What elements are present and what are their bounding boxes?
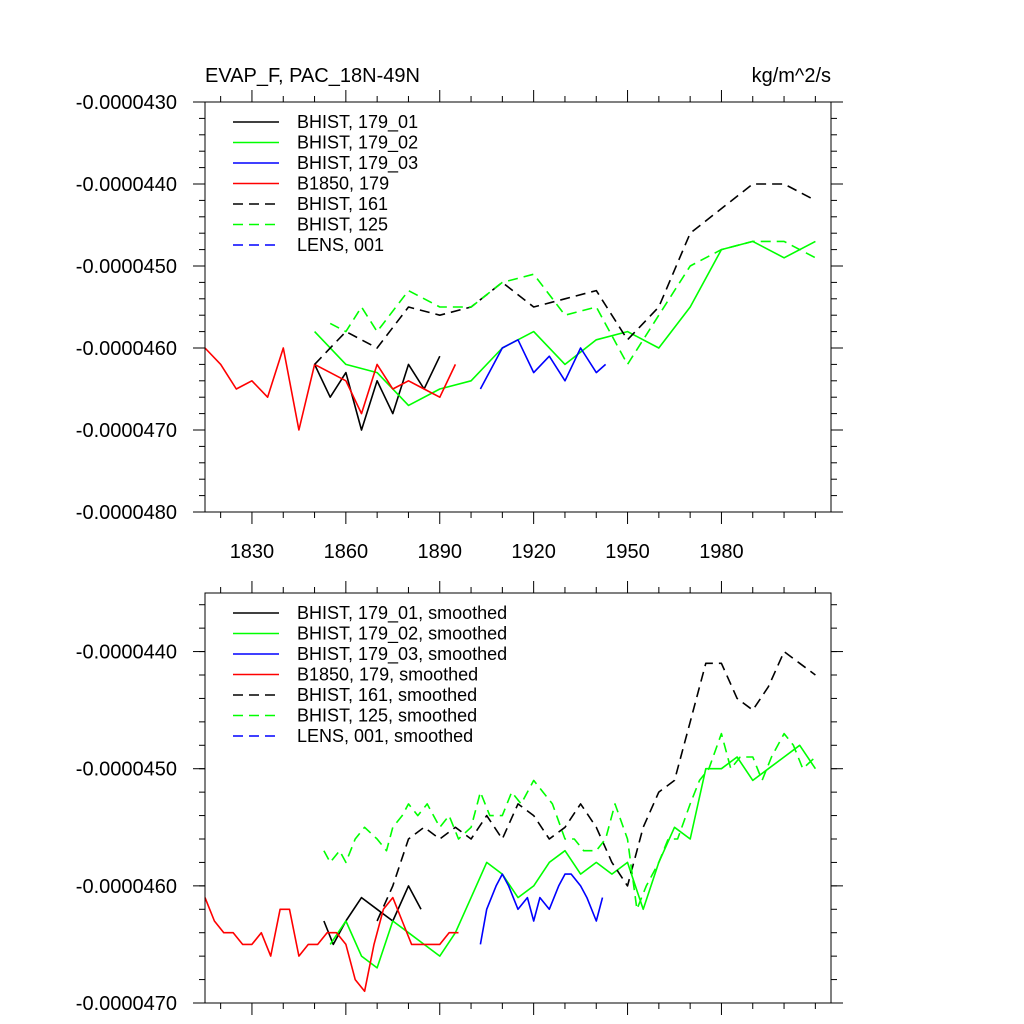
chart-bottom-series-3-line: [204, 896, 459, 993]
chart-bottom-series-0-line: [323, 885, 422, 946]
chart-top-xtick-label-2: 1890: [418, 541, 463, 563]
chart-top-xtick-label-1: 1860: [324, 541, 369, 563]
chart-bottom-legend-label-5: BHIST, 125, smoothed: [297, 706, 477, 726]
chart-top-units-label: kg/m^2/s: [752, 65, 831, 87]
chart-bottom-ytick-label-1: -0.0000450: [76, 759, 177, 781]
chart-bottom-series-layer: [204, 650, 817, 993]
chart-bottom-series-2-line: [479, 873, 604, 945]
chart-top-title: EVAP_F, PAC_18N-49N: [205, 65, 420, 87]
chart-top-series-2-line: [479, 338, 607, 390]
chart-bottom: -0.0000440 -0.0000450 -0.0000460 -0.0000470…: [76, 581, 843, 1015]
chart-top-xtick-label-4: 1950: [605, 541, 650, 563]
chart-top-xtick-label-3: 1920: [511, 541, 556, 563]
chart-top-ytick-label-4: -0.0000470: [76, 420, 177, 442]
chart-bottom-axes: -0.0000440 -0.0000450 -0.0000460 -0.0000470: [76, 581, 843, 1015]
chart-bottom-ytick-label-0: -0.0000440: [76, 642, 177, 664]
chart-bottom-frame: [204, 592, 832, 1004]
chart-bottom-legend-label-4: BHIST, 161, smoothed: [297, 685, 477, 705]
chart-top-ytick-label-3: -0.0000460: [76, 338, 177, 360]
chart-bottom-series-4-line: [376, 650, 816, 922]
chart-top-series-4-line: [314, 183, 816, 365]
chart-bottom-legend-label-1: BHIST, 179_02, smoothed: [297, 624, 507, 645]
chart-bottom-legend-label-2: BHIST, 179_03, smoothed: [297, 644, 507, 665]
chart-top-legend-label-4: BHIST, 161: [297, 194, 388, 214]
chart-top-xtick-label-0: 1830: [230, 541, 275, 563]
chart-top-series-0-line: [313, 355, 441, 431]
chart-top-legend-label-2: BHIST, 179_03: [297, 153, 418, 174]
chart-top-ytick-label-0: -0.0000430: [76, 92, 177, 114]
chart-top-axes: 1830 1860 1890 1920 1950 1980 -0.0000430 -0.000…: [76, 90, 843, 563]
chart-top-series-layer: [204, 183, 816, 431]
chart-top-legend-label-3: B1850, 179: [297, 174, 389, 194]
chart-top-legend-label-0: BHIST, 179_01: [297, 112, 418, 133]
chart-top: 1830 1860 1890 1920 1950 1980 -0.0000430 -0.000…: [76, 65, 843, 563]
chart-bottom-legend-label-6: LENS, 001, smoothed: [297, 726, 473, 746]
chart-bottom-legend-label-0: BHIST, 179_01, smoothed: [297, 603, 507, 624]
chart-bottom-series-5-line: [323, 732, 816, 911]
chart-top-ytick-label-5: -0.0000480: [76, 502, 177, 524]
chart-bottom-ytick-label-2: -0.0000460: [76, 876, 177, 898]
chart-top-ytick-label-2: -0.0000450: [76, 256, 177, 278]
chart-bottom-legend-label-3: B1850, 179, smoothed: [297, 665, 478, 685]
chart-bottom-series-1-line: [329, 744, 817, 969]
chart-top-frame: [204, 101, 832, 513]
chart-top-series-5-line: [329, 240, 816, 366]
chart-bottom-ytick-label-3: -0.0000470: [76, 993, 177, 1015]
chart-top-legend-label-6: LENS, 001: [297, 235, 384, 255]
chart-top-legend-label-1: BHIST, 179_02: [297, 133, 418, 154]
chart-top-xtick-label-5: 1980: [699, 541, 744, 563]
chart-top-legend-label-5: BHIST, 125: [297, 215, 388, 235]
chart-top-ytick-label-1: -0.0000440: [76, 174, 177, 196]
chart-top-series-3-line: [204, 347, 457, 431]
